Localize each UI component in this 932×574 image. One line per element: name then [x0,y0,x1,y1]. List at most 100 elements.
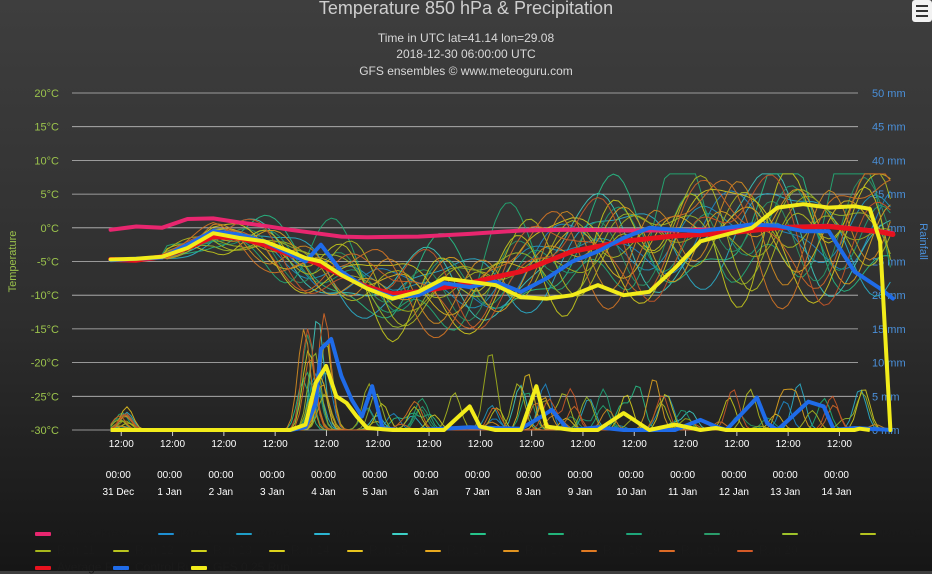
x-tick-label-hour: 12:00 [263,439,288,450]
y-left-tick-label: -10°C [31,290,59,302]
y-left-tick-label: 20°C [34,88,59,100]
legend-item-gfs-0-25-run[interactable]: GFS 0.25 Run [191,560,290,574]
x-tick-label-hour: 12:00 [673,439,698,450]
x-tick-label-midnight: 00:00 [311,470,336,481]
legend-item-run-19[interactable]: Run 19 [659,543,720,557]
legend-label: Run 15 [369,543,408,557]
x-tick-label-midnight: 00:00 [362,470,387,481]
x-tick-label-hour: 12:00 [109,439,134,450]
legend-swatch [548,532,564,535]
legend-swatch [470,532,486,535]
x-tick-label-hour: 12:00 [314,439,339,450]
legend-item-run-14[interactable]: Run 14 [269,543,330,557]
legend-item-run-17[interactable]: Run 17 [503,543,564,557]
legend-swatch [158,532,174,535]
y-left-tick-label: -30°C [31,425,59,437]
legend-item-run-20[interactable]: Run 20 [737,543,798,557]
legend-item-run-12[interactable]: Run 12 [113,543,174,557]
x-tick-label-hour: 12:00 [468,439,493,450]
legend-item-run-8[interactable]: Run 8 [704,526,758,540]
x-tick-label-hour: 12:00 [519,439,544,450]
x-tick-label-date: 10 Jan [616,487,646,498]
legend-label: Run 17 [525,543,564,557]
ensemble-precip-line [110,352,887,431]
x-tick-label-midnight: 00:00 [208,470,233,481]
legend-item-run-1[interactable]: Run 1 [158,526,212,540]
x-tick-label-hour: 12:00 [417,439,442,450]
x-tick-label-midnight: 00:00 [465,470,490,481]
y-right-axis-title: Rainfall [917,223,929,260]
ensemble-temp-line [110,176,891,322]
legend-label: Run 6 [570,526,603,540]
x-tick-label-midnight: 00:00 [670,470,695,481]
legend-swatch [191,565,207,570]
legend-item-run-10[interactable]: Run 10 [860,526,921,540]
legend-item-run-4[interactable]: Run 4 [392,526,446,540]
legend-swatch [860,532,876,535]
x-tick-label-hour: 12:00 [160,439,185,450]
x-tick-label-date: 31 Dec [102,487,134,498]
legend-item-run-9[interactable]: Run 9 [782,526,836,540]
temp-line-control-run [108,222,895,301]
ensemble-precip-line [110,329,887,431]
x-tick-label-hour: 12:00 [211,439,236,450]
legend-label: Run 19 [681,543,720,557]
ensemble-precip-line [110,372,887,431]
precip-line-control-run [110,337,894,432]
legend-label: Run 20 [759,543,798,557]
legend-item-run-7[interactable]: Run 7 [626,526,680,540]
chart-subtitle-runtime: 2018-12-30 06:00:00 UTC [396,47,536,61]
y-right-tick-label: 5 mm [872,391,900,403]
ensemble-temperature-lines [110,173,891,343]
y-left-tick-label: -15°C [31,324,59,336]
x-tick-label-midnight: 00:00 [824,470,849,481]
legend-swatch [581,549,597,552]
x-tick-label-date: 12 Jan [719,487,749,498]
legend-item-run-15[interactable]: Run 15 [347,543,408,557]
ensemble-precip-line [110,378,887,431]
legend-item-run-13[interactable]: Run 13 [191,543,252,557]
legend-item-run-18[interactable]: Run 18 [581,543,642,557]
x-tick-label-midnight: 00:00 [773,470,798,481]
legend-item-run-16[interactable]: Run 16 [425,543,486,557]
legend-label: Run 7 [648,526,681,540]
y-left-tick-label: -25°C [31,391,59,403]
legend-item-run-6[interactable]: Run 6 [548,526,602,540]
legend-label: Control Run [135,560,200,574]
chart-title: Temperature 850 hPa & Precipitation [318,0,614,18]
legend-label: Run 4 [414,526,447,540]
x-tick-label-hour: 12:00 [622,439,647,450]
y-right-tick-label: 10 mm [872,358,906,370]
y-right-tick-label: 45 mm [872,122,906,134]
legend-label: Run 12 [135,543,174,557]
legend-item-30-year-mean[interactable]: 30 Year Mean [35,526,131,540]
legend-swatch [704,532,720,535]
x-tick-label-date: 2 Jan [209,487,233,498]
x-tick-label-date: 1 Jan [157,487,181,498]
legend-swatch [113,565,129,570]
ensemble-precip-line [110,349,887,431]
precip-line-gfs-0-25-run [110,364,871,432]
legend-item-control-run[interactable]: Control Run [113,560,199,574]
x-tick-label-midnight: 00:00 [260,470,285,481]
legend-item-run-3[interactable]: Run 3 [314,526,368,540]
y-left-tick-label: 15°C [34,122,59,134]
x-tick-label-midnight: 00:00 [619,470,644,481]
legend-label: Run 9 [804,526,837,540]
legend-swatch [347,549,363,552]
legend-swatch [35,531,51,536]
hamburger-menu-icon[interactable] [912,0,932,22]
legend-swatch [35,549,51,552]
legend-swatch [236,532,252,535]
legend-swatch [269,549,285,552]
x-tick-label-date: 9 Jan [568,487,592,498]
ensemble-temp-line [110,179,891,339]
x-tick-label-hour: 12:00 [570,439,595,450]
temp-line-gfs-0-25-run [108,202,893,432]
legend-item-run-11[interactable]: Run 11 [35,543,95,557]
legend-item-run-2[interactable]: Run 2 [236,526,290,540]
legend-item-run-5[interactable]: Run 5 [470,526,524,540]
x-tick-label-date: 3 Jan [260,487,284,498]
x-tick-label-midnight: 00:00 [157,470,182,481]
legend-swatch [35,565,51,570]
